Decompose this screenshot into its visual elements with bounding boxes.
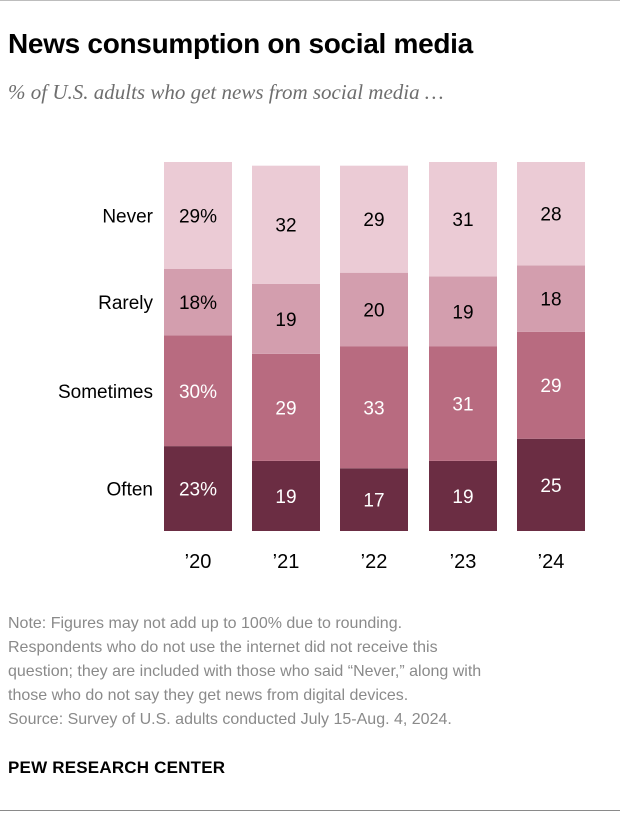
category-label: ’20 (185, 551, 212, 573)
data-label: 19 (275, 487, 296, 508)
stacked-bar-chart: 23% 30% 18% 29% ’20 19 29 19 32 ’21 17 33 20 29 ’22 19 3… (58, 162, 585, 573)
category-label: ’22 (361, 551, 388, 573)
category-label: ’24 (538, 551, 565, 573)
note-line: Note: Figures may not add up to 100% due… (8, 615, 403, 632)
bar-segment-often (340, 468, 408, 531)
bar-segment-often (517, 438, 585, 531)
data-label: 29 (363, 210, 384, 231)
bar-segment-rarely (252, 283, 320, 354)
source-line: Source: Survey of U.S. adults conducted … (8, 711, 452, 728)
data-label: 28 (540, 205, 561, 226)
note-line: those who do not say they get news from … (8, 687, 409, 704)
bar-segment-rarely (340, 272, 408, 347)
data-label: 25 (540, 476, 561, 497)
data-label: 23% (179, 480, 217, 501)
chart-subtitle: % of U.S. adults who get news from socia… (8, 80, 444, 104)
data-label: 18% (179, 293, 217, 314)
chart-title: News consumption on social media (8, 28, 473, 59)
bar-segment-never (164, 162, 232, 270)
note-line: Respondents who do not use the internet … (8, 639, 438, 656)
data-label: 29 (275, 398, 296, 419)
bar-segment-sometimes (252, 353, 320, 461)
bar-segment-often (164, 446, 232, 531)
bar-segment-rarely (517, 265, 585, 332)
data-label: 19 (275, 310, 296, 331)
bottom-rule (0, 810, 620, 811)
data-label: 29 (540, 376, 561, 397)
data-label: 17 (363, 491, 384, 512)
bar-segment-never (252, 165, 320, 284)
bar-segment-rarely (164, 269, 232, 336)
brand-logo-text: PEW RESEARCH CENTER (8, 758, 226, 777)
data-label: 19 (452, 487, 473, 508)
bar-segment-often (429, 460, 497, 531)
legend-label-sometimes: Sometimes (58, 382, 153, 403)
data-label: 32 (275, 216, 296, 237)
category-label: ’23 (450, 551, 477, 573)
chart-note: Note: Figures may not add up to 100% due… (8, 612, 612, 732)
data-label: 20 (363, 301, 384, 322)
bar-segment-never (340, 165, 408, 273)
note-line: question; they are included with those w… (8, 663, 482, 680)
data-label: 30% (179, 382, 217, 403)
bar-segment-rarely (429, 276, 497, 347)
legend-label-rarely: Rarely (98, 293, 153, 314)
bar-segment-often (252, 460, 320, 531)
data-label: 19 (452, 302, 473, 323)
bar-segment-never (429, 162, 497, 277)
bar-segment-sometimes (517, 331, 585, 439)
legend-label-never: Never (102, 207, 153, 228)
legend-label-often: Often (107, 480, 153, 501)
top-rule (0, 0, 620, 1)
category-label: ’21 (273, 551, 300, 573)
data-label: 31 (452, 395, 473, 416)
data-label: 31 (452, 210, 473, 231)
bar-segment-sometimes (340, 346, 408, 469)
bar-segment-never (517, 162, 585, 266)
data-label: 33 (363, 398, 384, 419)
bar-segment-sometimes (429, 346, 497, 461)
bar-segment-sometimes (164, 335, 232, 447)
data-label: 18 (540, 290, 561, 311)
data-label: 29% (179, 207, 217, 228)
